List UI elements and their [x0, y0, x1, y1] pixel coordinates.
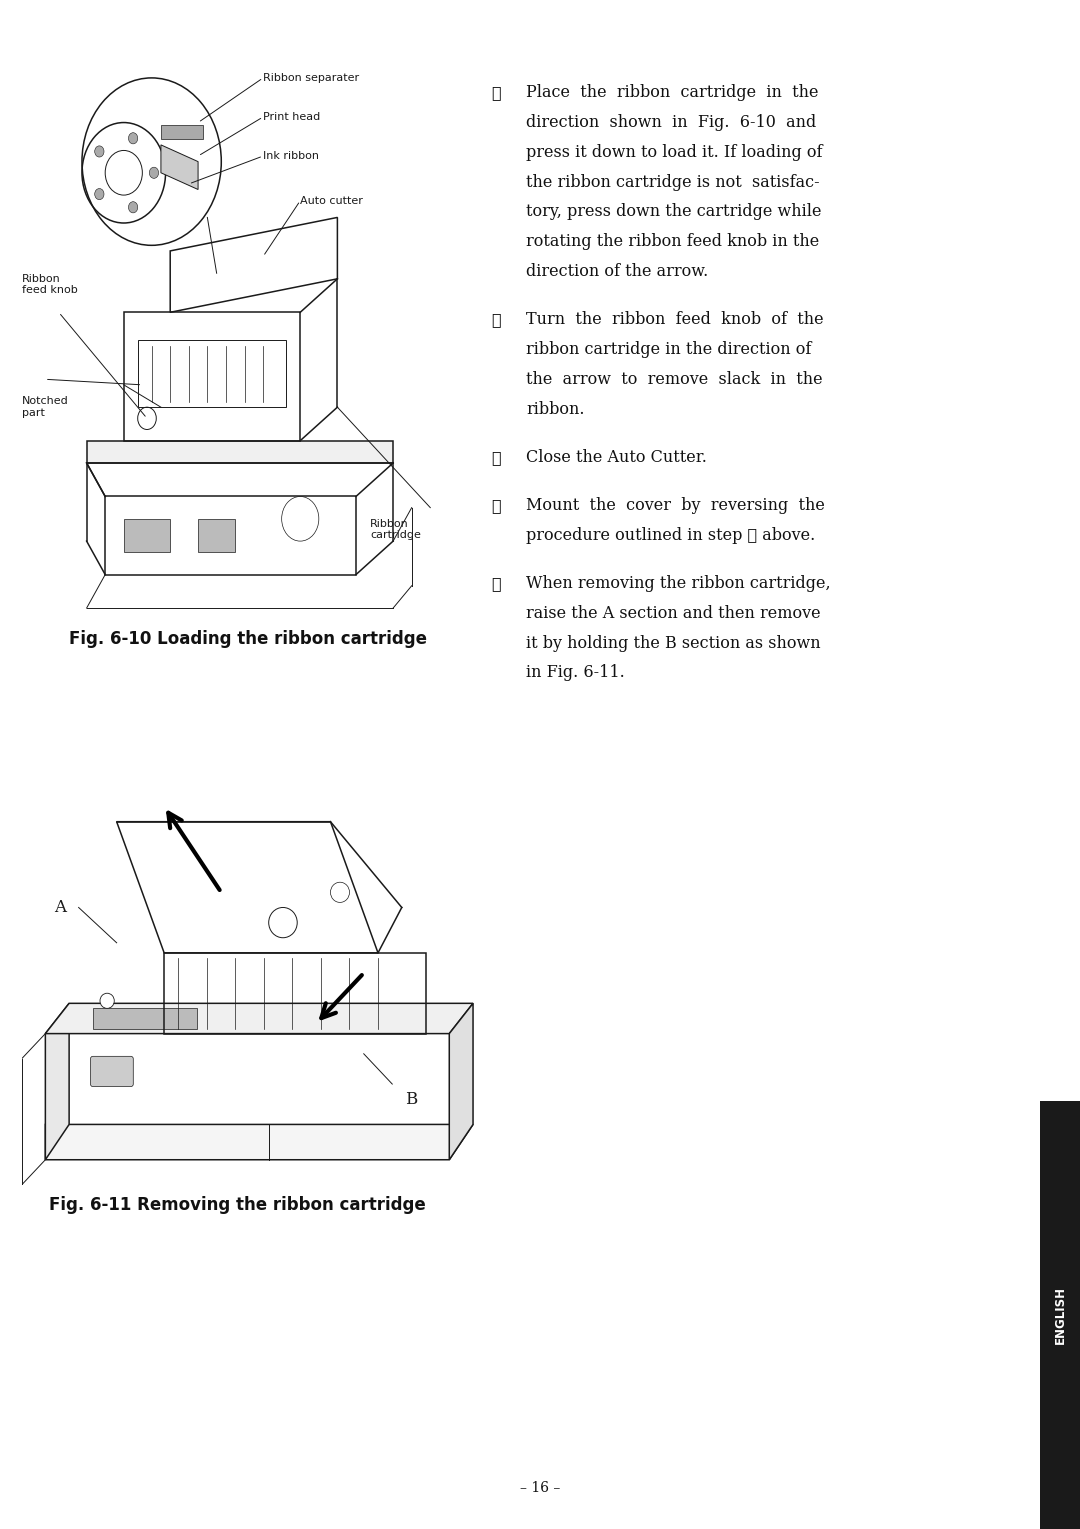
Text: A: A — [54, 899, 66, 916]
Text: When removing the ribbon cartridge,: When removing the ribbon cartridge, — [526, 575, 831, 592]
Text: direction of the arrow.: direction of the arrow. — [526, 263, 708, 280]
Text: direction  shown  in  Fig.  6-10  and: direction shown in Fig. 6-10 and — [526, 113, 816, 131]
Circle shape — [82, 78, 221, 245]
Text: Ribbon separater: Ribbon separater — [264, 73, 360, 83]
Text: B: B — [405, 1090, 417, 1107]
Text: ⑦: ⑦ — [491, 448, 501, 466]
Text: press it down to load it. If loading of: press it down to load it. If loading of — [526, 144, 823, 161]
Text: Fig. 6-11 Removing the ribbon cartridge: Fig. 6-11 Removing the ribbon cartridge — [50, 1196, 426, 1214]
Text: ribbon.: ribbon. — [526, 401, 584, 417]
Polygon shape — [45, 1124, 473, 1159]
Text: ⑥: ⑥ — [491, 310, 501, 329]
Bar — [93, 1009, 198, 1029]
Text: ⑨: ⑨ — [491, 575, 501, 592]
Text: raise the A section and then remove: raise the A section and then remove — [526, 604, 821, 622]
Circle shape — [129, 202, 138, 213]
Text: in Fig. 6-11.: in Fig. 6-11. — [526, 664, 624, 682]
Circle shape — [100, 994, 114, 1009]
Text: Ribbon
cartridge: Ribbon cartridge — [369, 518, 421, 540]
Text: Auto cutter: Auto cutter — [300, 196, 363, 206]
Circle shape — [95, 145, 104, 157]
Text: – 16 –: – 16 – — [519, 1482, 561, 1495]
Bar — [161, 125, 203, 139]
Text: Mount  the  cover  by  reversing  the: Mount the cover by reversing the — [526, 497, 825, 514]
Text: tory, press down the cartridge while: tory, press down the cartridge while — [526, 203, 822, 220]
Text: procedure outlined in step ③ above.: procedure outlined in step ③ above. — [526, 526, 815, 544]
Text: Ribbon
feed knob: Ribbon feed knob — [22, 274, 78, 295]
Polygon shape — [45, 1003, 473, 1034]
Circle shape — [95, 188, 104, 200]
Text: ENGLISH: ENGLISH — [1053, 1286, 1067, 1344]
Polygon shape — [45, 1003, 69, 1159]
Text: Close the Auto Cutter.: Close the Auto Cutter. — [526, 448, 706, 466]
Polygon shape — [449, 1003, 473, 1159]
Text: ⑧: ⑧ — [491, 497, 501, 514]
FancyBboxPatch shape — [91, 1057, 133, 1087]
Text: Fig. 6-10 Loading the ribbon cartridge: Fig. 6-10 Loading the ribbon cartridge — [69, 630, 428, 648]
Polygon shape — [161, 145, 198, 190]
Text: Notched
part: Notched part — [22, 396, 68, 417]
Bar — [198, 518, 235, 552]
Text: Place  the  ribbon  cartridge  in  the: Place the ribbon cartridge in the — [526, 84, 819, 101]
Bar — [1040, 1101, 1080, 1529]
Polygon shape — [86, 440, 393, 463]
Circle shape — [149, 167, 159, 179]
Text: Print head: Print head — [264, 112, 321, 122]
Text: Turn  the  ribbon  feed  knob  of  the: Turn the ribbon feed knob of the — [526, 310, 824, 329]
Circle shape — [129, 133, 138, 144]
Text: rotating the ribbon feed knob in the: rotating the ribbon feed knob in the — [526, 232, 820, 251]
Text: Ink ribbon: Ink ribbon — [264, 151, 319, 161]
Text: ribbon cartridge in the direction of: ribbon cartridge in the direction of — [526, 341, 811, 358]
Text: the  arrow  to  remove  slack  in  the: the arrow to remove slack in the — [526, 370, 823, 388]
Text: ⑤: ⑤ — [491, 84, 501, 101]
Bar — [124, 518, 171, 552]
Text: the ribbon cartridge is not  satisfac-: the ribbon cartridge is not satisfac- — [526, 173, 820, 191]
Text: it by holding the B section as shown: it by holding the B section as shown — [526, 635, 821, 651]
